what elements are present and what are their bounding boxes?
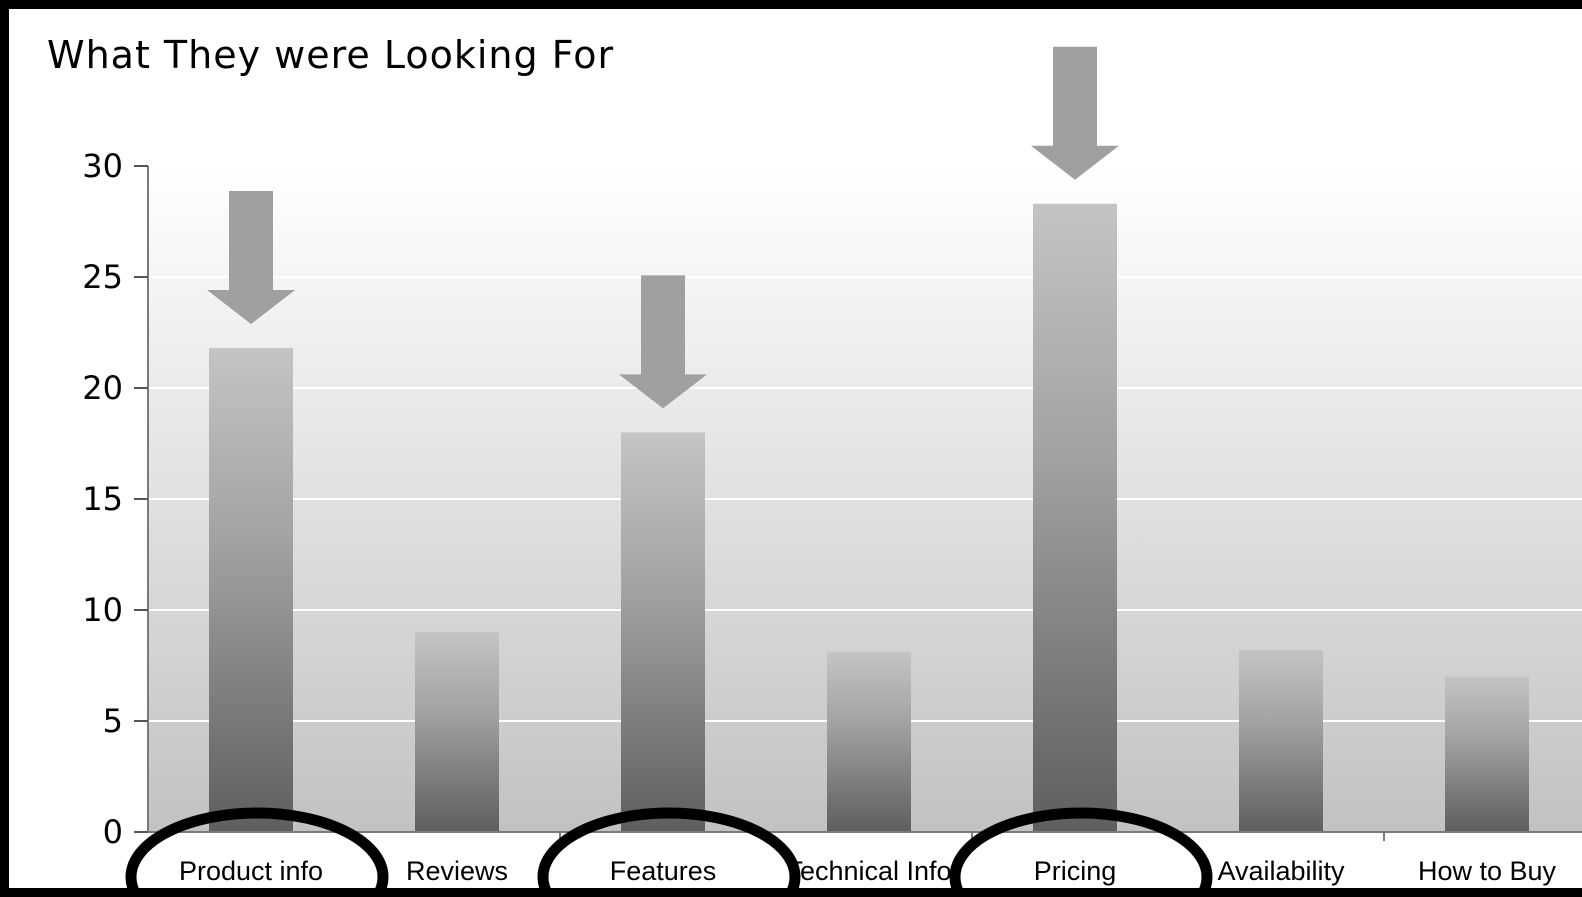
bar-pricing (1033, 203, 1117, 833)
bar-product-info (209, 348, 293, 832)
x-tick-label-pricing: Pricing (1034, 856, 1117, 886)
y-tick-label-0: 0 (103, 813, 123, 851)
bars (209, 203, 1529, 833)
ellipse-product-info (125, 807, 389, 888)
x-tick-label-product-info: Product info (179, 856, 323, 886)
x-tick-label-availability: Availability (1217, 856, 1345, 886)
annotation-arrows (207, 46, 1119, 409)
ellipse-pricing (949, 807, 1213, 888)
y-tick-label-20: 20 (82, 369, 123, 407)
x-tick-label-how-to-buy: How to Buy (1418, 856, 1557, 886)
bar-reviews (415, 632, 499, 832)
y-tick-label-10: 10 (82, 591, 123, 629)
x-tick-label-reviews: Reviews (406, 856, 508, 886)
bar-chart: What They were Looking For 051015202530 … (47, 33, 1582, 888)
y-tick-label-5: 5 (103, 702, 123, 740)
y-tick-labels: 0 5 10 15 20 25 30 (82, 147, 123, 851)
x-tick-labels: Product info Reviews Features Technical Inf… (179, 856, 1557, 886)
arrow-pricing (1031, 46, 1119, 180)
gridlines (148, 165, 1582, 722)
arrow-features (619, 275, 707, 409)
bar-availability (1239, 649, 1323, 832)
bar-how-to-buy (1445, 676, 1529, 832)
bar-technical-info (827, 652, 911, 832)
chart-title: What They were Looking For (47, 33, 614, 77)
bar-features (621, 432, 705, 832)
y-tick-label-30: 30 (82, 147, 123, 185)
arrow-product-info (207, 191, 295, 325)
y-tick-label-15: 15 (82, 480, 123, 518)
x-tick-label-features: Features (610, 856, 717, 886)
y-tick-label-25: 25 (82, 258, 123, 296)
annotation-ellipses (125, 807, 1213, 888)
ellipse-features (537, 807, 801, 888)
x-tick-label-technical-info: Technical Info (786, 856, 951, 886)
